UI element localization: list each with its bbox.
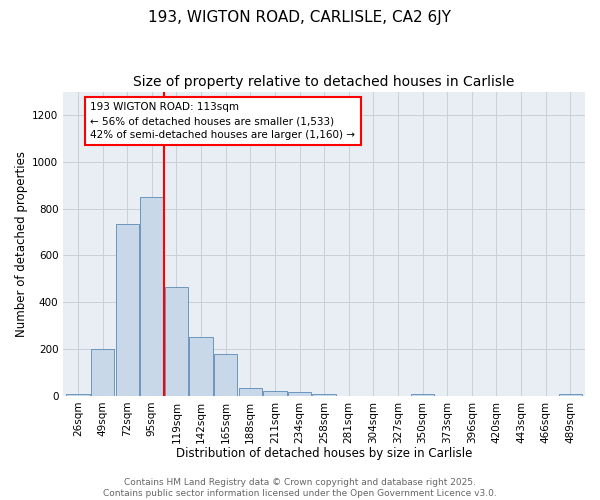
X-axis label: Distribution of detached houses by size in Carlisle: Distribution of detached houses by size … [176, 447, 472, 460]
Bar [263, 391, 287, 396]
Bar [239, 388, 262, 396]
Bar [190, 338, 213, 396]
Bar [214, 354, 238, 396]
Bar [140, 197, 164, 396]
Text: 193 WIGTON ROAD: 113sqm
← 56% of detached houses are smaller (1,533)
42% of semi: 193 WIGTON ROAD: 113sqm ← 56% of detache… [91, 102, 355, 140]
Bar [91, 349, 115, 396]
Bar [116, 224, 139, 396]
Bar [559, 394, 582, 396]
Bar [313, 394, 336, 396]
Y-axis label: Number of detached properties: Number of detached properties [15, 150, 28, 336]
Bar [411, 394, 434, 396]
Bar [67, 394, 90, 396]
Text: 193, WIGTON ROAD, CARLISLE, CA2 6JY: 193, WIGTON ROAD, CARLISLE, CA2 6JY [149, 10, 452, 25]
Bar [288, 392, 311, 396]
Text: Contains HM Land Registry data © Crown copyright and database right 2025.
Contai: Contains HM Land Registry data © Crown c… [103, 478, 497, 498]
Title: Size of property relative to detached houses in Carlisle: Size of property relative to detached ho… [133, 75, 515, 89]
Bar [165, 287, 188, 396]
